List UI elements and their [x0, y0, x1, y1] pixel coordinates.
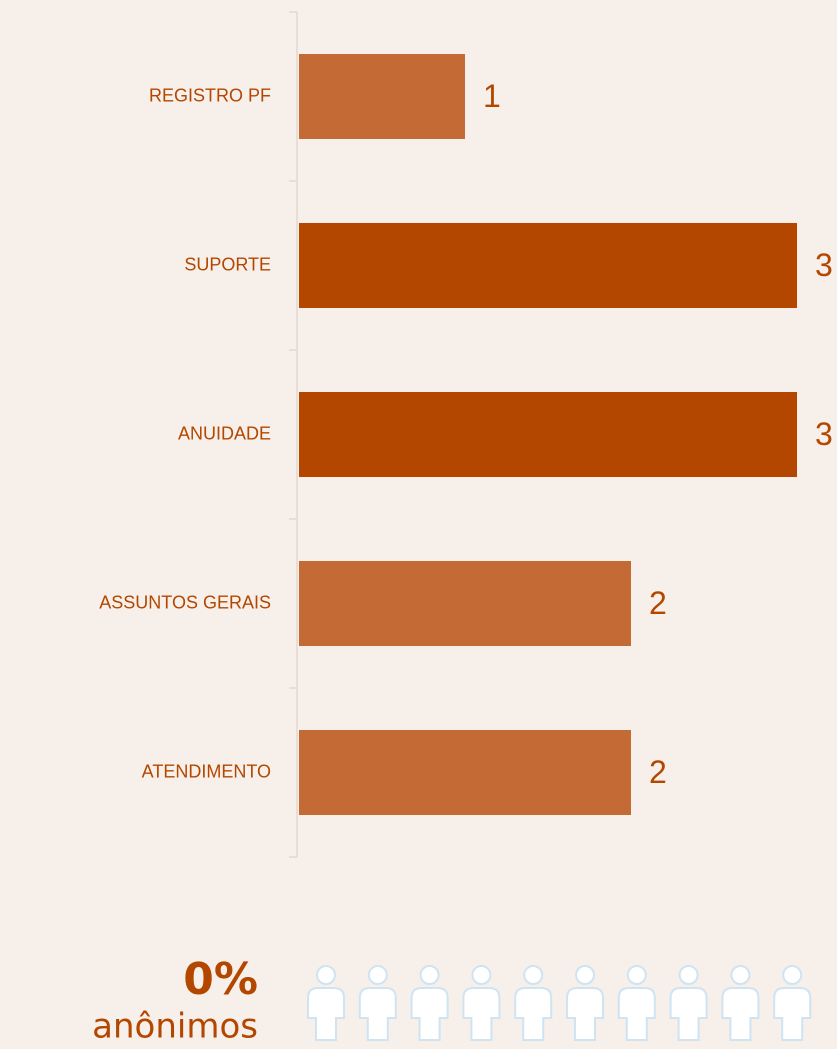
person-icon [617, 965, 656, 1041]
bar [299, 392, 797, 477]
person-body [773, 987, 812, 1041]
person-icon [721, 965, 760, 1041]
person-head [367, 965, 388, 985]
person-head [471, 965, 492, 985]
person-body [307, 987, 345, 1041]
category-label: ATENDIMENTO [142, 761, 271, 781]
value-label: 3 [815, 416, 833, 452]
category-label: ANUIDADE [178, 423, 271, 443]
bar [299, 223, 797, 308]
summary-label: anônimos [92, 1007, 258, 1047]
person-head [730, 965, 751, 985]
person-head [782, 965, 803, 985]
person-body [721, 987, 760, 1041]
value-label: 3 [815, 247, 833, 283]
category-label: ASSUNTOS GERAIS [99, 592, 271, 612]
person-head [626, 965, 647, 985]
bar [299, 561, 631, 646]
person-head [575, 965, 595, 985]
bar [299, 730, 631, 815]
person-body [462, 987, 501, 1041]
person-body [514, 987, 553, 1041]
person-head [678, 965, 699, 985]
value-label: 1 [483, 78, 501, 114]
summary-value: 0% [183, 954, 258, 1005]
person-body [669, 987, 708, 1041]
person-icon [566, 965, 604, 1041]
bar [299, 54, 465, 139]
person-body [358, 987, 397, 1041]
person-icon [307, 965, 345, 1041]
person-head [523, 965, 544, 985]
person-head [316, 965, 336, 985]
category-label: REGISTRO PF [149, 85, 271, 105]
value-label: 2 [649, 754, 667, 790]
person-icon [669, 965, 708, 1041]
person-head [419, 965, 440, 985]
category-label: SUPORTE [184, 254, 271, 274]
value-label: 2 [649, 585, 667, 621]
person-icon [358, 965, 397, 1041]
person-icon [410, 965, 449, 1041]
person-body [410, 987, 449, 1041]
person-icon [462, 965, 501, 1041]
person-body [617, 987, 656, 1041]
person-icon [514, 965, 553, 1041]
person-icon [773, 965, 812, 1041]
person-body [566, 987, 604, 1041]
